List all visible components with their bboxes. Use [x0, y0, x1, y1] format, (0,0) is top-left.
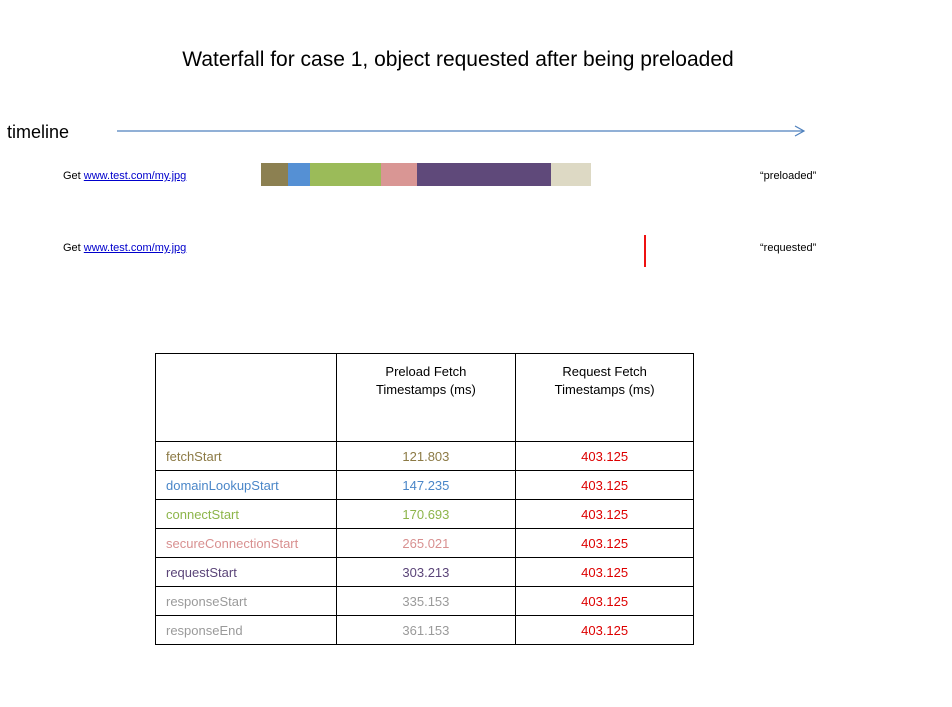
preload-value: 335.153 [335, 586, 517, 616]
preloaded-status: “preloaded” [760, 170, 817, 182]
requested-status: “requested” [760, 242, 817, 254]
preload-value: 303.213 [335, 557, 517, 587]
preload-value: 170.693 [335, 499, 517, 529]
timeline-label: timeline [7, 122, 70, 142]
table-header-empty [155, 353, 337, 442]
request-method: Get [63, 242, 81, 254]
table-row: secureConnectionStart 265.021 403.125 [155, 528, 694, 558]
preload-url-link[interactable]: www.test.com/my.jpg [83, 170, 187, 182]
preload-value: 121.803 [335, 441, 517, 471]
metric-name: fetchStart [155, 441, 337, 471]
bar-domainLookupStart [288, 163, 310, 186]
table-header-preload: Preload Fetch Timestamps (ms) [335, 353, 517, 442]
preload-request-label: Get www.test.com/my.jpg [63, 170, 186, 182]
bar-requestStart [417, 163, 551, 186]
table-row: domainLookupStart 147.235 403.125 [155, 470, 694, 500]
table-row: responseEnd 361.153 403.125 [155, 615, 694, 645]
requested-request-label: Get www.test.com/my.jpg [63, 242, 186, 254]
request-method: Get [63, 170, 81, 182]
table-header-row: Preload Fetch Timestamps (ms) Request Fet… [155, 353, 694, 442]
bar-fetchStart [261, 163, 288, 186]
diagram-title: Waterfall for case 1, object requested a… [182, 48, 734, 71]
requested-url-link[interactable]: www.test.com/my.jpg [83, 242, 187, 254]
request-value: 403.125 [515, 557, 694, 587]
timestamps-table: Preload Fetch Timestamps (ms) Request Fet… [155, 353, 694, 645]
metric-name: requestStart [155, 557, 337, 587]
request-value: 403.125 [515, 441, 694, 471]
metric-name: connectStart [155, 499, 337, 529]
bar-connectStart [310, 163, 381, 186]
bar-secureConnectionStart [381, 163, 417, 186]
metric-name: responseStart [155, 586, 337, 616]
request-value: 403.125 [515, 615, 694, 645]
preload-value: 361.153 [335, 615, 517, 645]
metric-name: domainLookupStart [155, 470, 337, 500]
metric-name: secureConnectionStart [155, 528, 337, 558]
preload-value: 265.021 [335, 528, 517, 558]
request-value: 403.125 [515, 499, 694, 529]
table-row: connectStart 170.693 403.125 [155, 499, 694, 529]
table-row: fetchStart 121.803 403.125 [155, 441, 694, 471]
timeline-arrow [117, 125, 806, 137]
request-value: 403.125 [515, 528, 694, 558]
request-value: 403.125 [515, 470, 694, 500]
request-marker [644, 235, 646, 267]
bar-responseStart [551, 163, 591, 186]
table-row: requestStart 303.213 403.125 [155, 557, 694, 587]
table-row: responseStart 335.153 403.125 [155, 586, 694, 616]
preload-value: 147.235 [335, 470, 517, 500]
metric-name: responseEnd [155, 615, 337, 645]
table-header-request: Request Fetch Timestamps (ms) [515, 353, 694, 442]
request-value: 403.125 [515, 586, 694, 616]
